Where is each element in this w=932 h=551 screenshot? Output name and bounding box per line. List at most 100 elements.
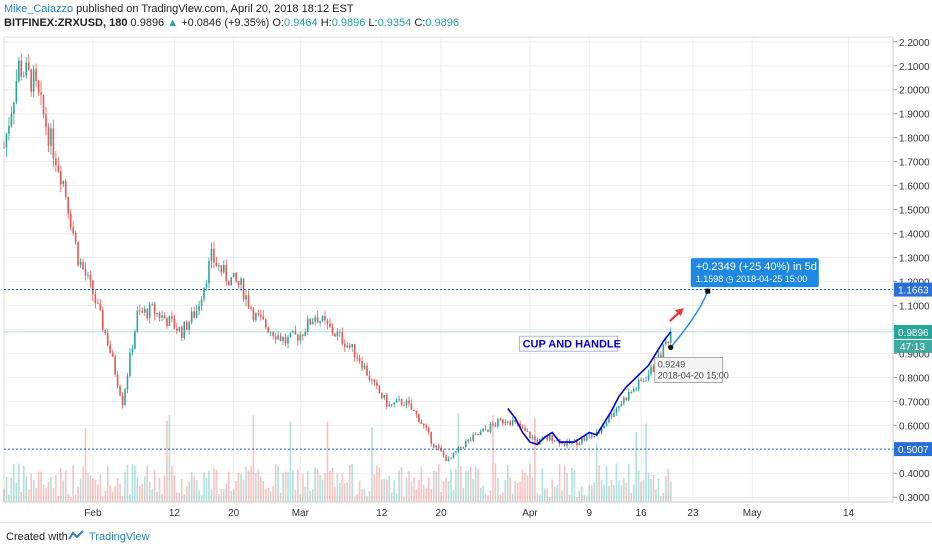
volume-bar xyxy=(546,487,549,502)
x-tick-label: Feb xyxy=(84,508,102,519)
candle-body xyxy=(610,414,613,417)
volume-bar xyxy=(311,489,314,502)
volume-bar xyxy=(230,490,232,502)
candle-body xyxy=(326,320,329,324)
volume-bar xyxy=(430,488,433,502)
volume-bar xyxy=(509,477,512,502)
candle-body xyxy=(578,443,581,445)
volume-bar xyxy=(257,469,260,502)
volume-bar xyxy=(398,470,400,502)
volume-bar xyxy=(242,479,245,502)
volume-bar xyxy=(524,472,526,502)
candle-body xyxy=(134,331,136,349)
candle-body xyxy=(600,428,603,433)
volume-bar xyxy=(479,487,482,502)
candle-body xyxy=(427,427,430,432)
volume-bar xyxy=(425,488,428,502)
volume-bar xyxy=(168,414,171,502)
volume-bar xyxy=(618,480,620,502)
volume-bar xyxy=(346,481,349,502)
candle-body xyxy=(119,386,121,396)
volume-bar xyxy=(598,465,600,502)
volume-bar xyxy=(494,463,497,502)
volume-bar xyxy=(383,478,386,502)
x-tick-label: 9 xyxy=(586,508,592,519)
candle-body xyxy=(257,313,260,315)
volume-bar xyxy=(467,470,470,502)
candle-body xyxy=(148,304,151,319)
candle-body xyxy=(282,337,284,341)
volume-bar xyxy=(89,475,92,502)
volume-bar xyxy=(573,470,576,502)
volume-bar xyxy=(62,480,65,502)
candle-body xyxy=(447,458,450,462)
pattern-label-box xyxy=(519,335,618,352)
volume-bar xyxy=(452,490,455,502)
volume-bar xyxy=(445,477,447,502)
volume-bar xyxy=(469,466,472,502)
candle-body xyxy=(146,308,149,319)
candle-body xyxy=(52,128,55,159)
candle-body xyxy=(200,299,203,306)
volume-bar xyxy=(576,497,578,502)
candle-body xyxy=(163,315,166,319)
candle-body xyxy=(482,428,484,432)
volume-bar xyxy=(121,496,124,502)
candle-body xyxy=(173,318,176,329)
tradingview-link[interactable]: TradingView xyxy=(89,531,150,543)
candle-body xyxy=(198,305,200,311)
volume-bar xyxy=(215,469,218,502)
candle-body xyxy=(304,332,307,336)
volume-bar xyxy=(97,484,99,502)
candle-body xyxy=(353,344,356,358)
volume-bar xyxy=(348,464,351,502)
candle-body xyxy=(652,366,655,372)
start-date: 2018-04-20 15:00 xyxy=(658,370,729,380)
candle-body xyxy=(376,382,378,387)
level-price-label: 0.5007 xyxy=(898,445,929,456)
candle-body xyxy=(551,435,554,441)
candle-body xyxy=(126,375,129,390)
volume-bar xyxy=(74,494,77,502)
candle-body xyxy=(469,439,472,441)
candle-body xyxy=(534,437,536,440)
candle-body xyxy=(287,337,289,344)
candle-body xyxy=(260,314,262,317)
candle-body xyxy=(262,316,265,320)
volume-bar xyxy=(208,470,210,502)
y-tick-label: 2.1000 xyxy=(899,62,930,73)
y-tick-label: 0.7000 xyxy=(899,397,930,408)
candle-body xyxy=(203,287,205,300)
volume-bar xyxy=(378,467,381,502)
candle-body xyxy=(388,404,391,407)
volume-bar xyxy=(99,473,102,502)
author-link[interactable]: Mike_Caiazzo xyxy=(4,3,74,15)
low-value: 0.9354 xyxy=(377,17,412,29)
volume-bar xyxy=(94,479,97,502)
candle-body xyxy=(585,436,588,441)
volume-bar xyxy=(15,482,18,502)
candle-body xyxy=(531,437,534,439)
candle-body xyxy=(620,403,623,407)
volume-bar xyxy=(235,480,237,502)
volume-bar xyxy=(321,479,324,502)
volume-bar xyxy=(427,477,430,502)
volume-bar xyxy=(252,415,255,502)
volume-bar xyxy=(620,485,623,502)
candle-body xyxy=(274,336,277,340)
volume-bar xyxy=(18,463,20,502)
candle-body xyxy=(109,345,111,353)
candle-body xyxy=(101,310,104,330)
x-tick-label: Mar xyxy=(292,508,310,519)
volume-bar xyxy=(400,467,403,502)
candle-body xyxy=(161,315,163,318)
volume-bar xyxy=(306,471,309,502)
price-change: +0.0846 (+9.35%) xyxy=(181,17,270,29)
volume-bar xyxy=(514,480,516,502)
volume-bar xyxy=(642,480,645,502)
candle-body xyxy=(20,60,23,77)
volume-bar xyxy=(531,477,534,502)
candle-body xyxy=(213,248,215,263)
y-tick-label: 1.9000 xyxy=(899,110,930,121)
